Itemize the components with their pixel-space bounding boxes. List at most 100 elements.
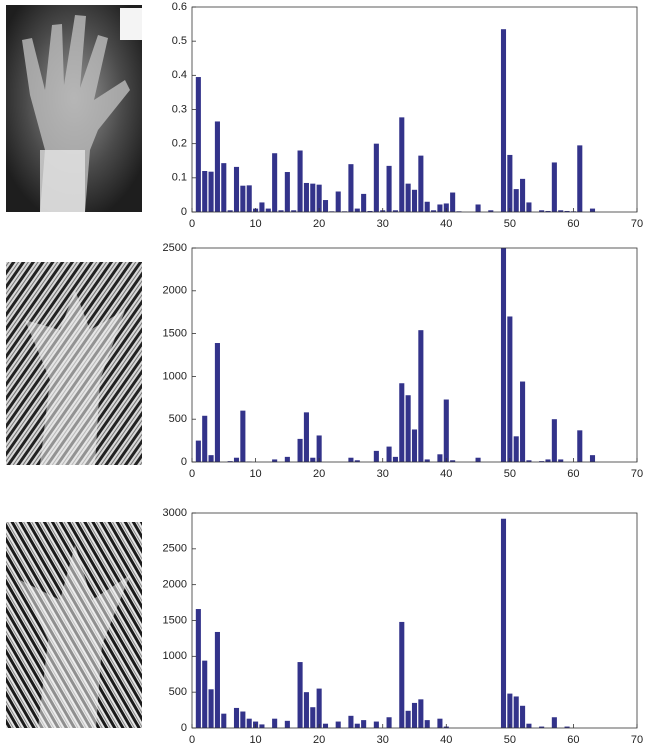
bar <box>348 164 354 212</box>
bar <box>551 717 557 728</box>
bar <box>500 248 507 462</box>
bar <box>316 435 322 462</box>
bar <box>589 455 596 462</box>
bar <box>500 518 507 728</box>
bar <box>500 29 507 213</box>
y-tick-label: 0.1 <box>172 172 187 184</box>
bar <box>399 621 405 728</box>
bar <box>526 202 532 212</box>
bar <box>202 415 208 462</box>
bar <box>310 457 316 462</box>
bar <box>291 210 297 212</box>
bar <box>386 165 392 212</box>
bar <box>411 429 418 462</box>
x-tick-label: 0 <box>189 218 195 230</box>
x-tick-label: 10 <box>249 468 261 480</box>
bar <box>589 208 596 212</box>
bar <box>418 330 424 462</box>
bar <box>354 723 360 728</box>
bar <box>214 631 220 728</box>
bar <box>405 395 411 462</box>
bar <box>411 702 418 728</box>
bar <box>284 172 290 212</box>
bar <box>405 710 411 728</box>
bar <box>373 143 379 212</box>
x-tick-label: 20 <box>313 734 325 746</box>
bar <box>526 460 532 462</box>
bar <box>399 383 405 462</box>
bar <box>551 162 557 212</box>
bar <box>208 171 214 212</box>
bar <box>202 171 208 212</box>
bar <box>577 145 583 212</box>
x-tick-label: 10 <box>249 218 261 230</box>
bar <box>259 724 265 728</box>
x-tick-label: 70 <box>631 218 643 230</box>
x-tick-label: 70 <box>631 734 643 746</box>
bar <box>475 204 481 212</box>
bar <box>539 461 545 462</box>
y-tick-label: 3000 <box>163 507 187 519</box>
x-tick-label: 60 <box>567 218 579 230</box>
bar <box>195 440 201 462</box>
bar <box>507 154 513 212</box>
bar <box>564 210 570 212</box>
y-tick-label: 2000 <box>163 285 187 297</box>
y-tick-label: 0.2 <box>172 138 187 150</box>
bar <box>227 210 233 212</box>
bar <box>348 457 354 462</box>
bar <box>322 200 329 212</box>
bar <box>431 210 437 212</box>
bar <box>284 720 290 728</box>
bar <box>399 117 405 212</box>
y-tick-label: 0 <box>181 722 187 734</box>
bar <box>513 436 519 462</box>
bar <box>259 202 265 212</box>
x-tick-label: 40 <box>440 468 452 480</box>
bar <box>418 699 424 728</box>
y-tick-label: 0.4 <box>172 69 187 81</box>
bar <box>424 720 430 728</box>
x-tick-label: 30 <box>377 468 389 480</box>
bar <box>577 430 583 462</box>
bar <box>297 438 303 462</box>
x-tick-label: 50 <box>504 218 516 230</box>
bar <box>411 189 418 212</box>
y-tick-label: 1000 <box>163 650 187 662</box>
y-tick-label: 2000 <box>163 579 187 591</box>
bar <box>539 726 545 728</box>
bar <box>513 189 519 212</box>
x-tick-label: 0 <box>189 734 195 746</box>
bar <box>202 660 208 728</box>
xray-image <box>6 5 142 212</box>
bar <box>195 609 201 728</box>
x-tick-label: 50 <box>504 468 516 480</box>
bar <box>214 343 220 462</box>
bar <box>450 460 456 462</box>
x-tick-label: 20 <box>313 468 325 480</box>
bar <box>558 459 564 462</box>
bar <box>354 208 360 212</box>
y-tick-label: 2500 <box>163 242 187 254</box>
bar <box>507 316 513 462</box>
bar <box>475 457 481 462</box>
y-tick-label: 2500 <box>163 543 187 555</box>
bar <box>545 210 551 212</box>
bar <box>513 696 519 728</box>
bar <box>233 457 240 462</box>
plot-frame <box>191 247 638 463</box>
x-tick-label: 30 <box>377 218 389 230</box>
x-tick-label: 40 <box>440 218 452 230</box>
texture-image <box>6 522 142 728</box>
bar <box>233 707 240 728</box>
bar <box>354 460 360 462</box>
bar <box>437 454 443 462</box>
bar <box>303 692 309 728</box>
bar <box>558 210 564 212</box>
bar <box>208 689 214 728</box>
y-tick-label: 1500 <box>163 614 187 626</box>
bar <box>278 210 284 212</box>
bar <box>424 201 430 212</box>
y-tick-label: 500 <box>169 686 187 698</box>
bar <box>507 693 513 728</box>
